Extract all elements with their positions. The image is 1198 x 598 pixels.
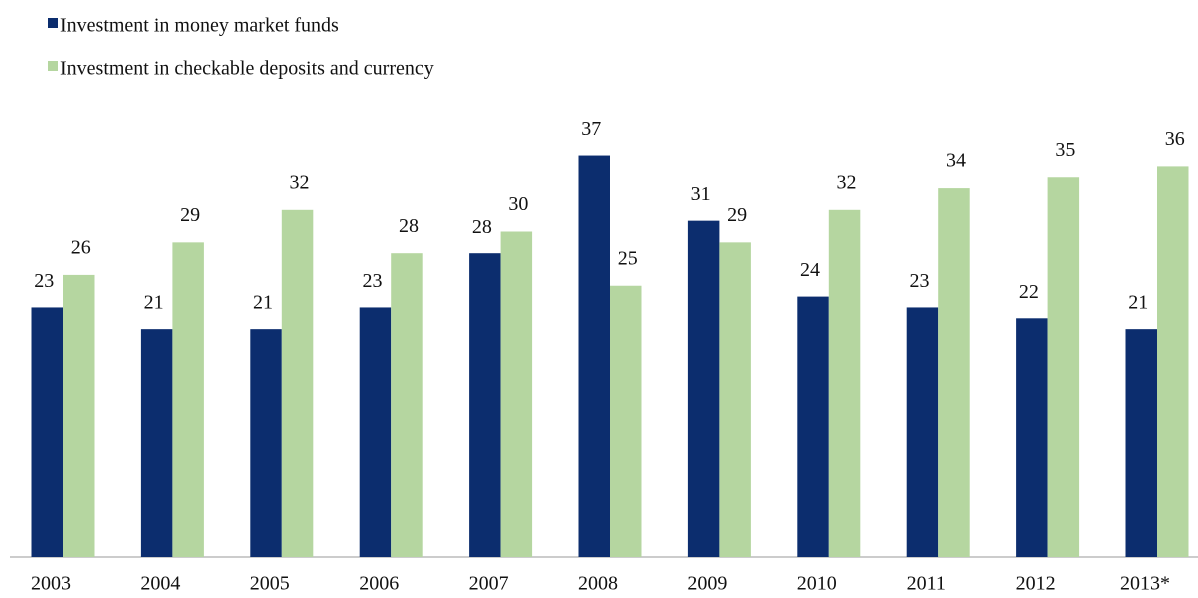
data-label: 28: [399, 215, 419, 237]
data-label: 23: [909, 270, 929, 292]
x-tick-label: 2004: [140, 573, 180, 595]
x-tick-label: 2010: [797, 573, 837, 595]
data-label: 37: [581, 118, 601, 140]
x-tick-label: 2009: [687, 573, 727, 595]
bar: [719, 242, 751, 557]
x-tick-label: 2005: [250, 573, 290, 595]
data-label: 24: [800, 259, 820, 281]
bar: [500, 231, 533, 557]
data-label: 29: [727, 204, 747, 226]
data-label: 21: [144, 292, 164, 314]
bar: [938, 188, 970, 557]
bar: [31, 307, 63, 557]
data-label: 25: [618, 247, 638, 269]
x-tick-label: 2012: [1016, 573, 1056, 595]
data-label: 35: [1055, 139, 1075, 161]
data-label: 36: [1165, 128, 1185, 150]
bar: [391, 253, 423, 557]
bar: [1157, 166, 1189, 557]
data-label: 30: [508, 193, 528, 215]
data-label: 23: [34, 270, 54, 292]
bar: [281, 209, 314, 558]
data-label: 21: [1128, 292, 1148, 314]
bar: [687, 220, 720, 557]
x-tick-label: 2006: [359, 573, 399, 595]
data-label: 29: [180, 204, 200, 226]
data-label: 32: [290, 171, 310, 193]
data-label: 23: [362, 270, 382, 292]
legend-swatch: [48, 61, 58, 71]
x-tick-label: 2013*: [1120, 573, 1170, 595]
bar: [610, 285, 642, 557]
bar: [250, 329, 282, 557]
legend-swatch: [48, 18, 58, 28]
bar: [1047, 177, 1080, 557]
data-label: 34: [946, 150, 966, 172]
bar: [140, 329, 173, 557]
bar: [906, 307, 939, 557]
bar: [172, 242, 204, 557]
data-label: 26: [71, 236, 91, 258]
data-label: 32: [837, 171, 857, 193]
bar: [1016, 318, 1048, 557]
data-label: 28: [472, 216, 492, 238]
bar: [578, 155, 610, 558]
bar: [828, 209, 861, 558]
bar: [469, 253, 501, 557]
bar: [63, 274, 95, 557]
data-label: 21: [253, 292, 273, 314]
bar: [1125, 329, 1157, 557]
x-tick-label: 2007: [469, 573, 509, 595]
bar: [359, 307, 392, 557]
x-tick-label: 2008: [578, 573, 618, 595]
data-label: 22: [1019, 281, 1039, 303]
legend-label: Investment in checkable deposits and cur…: [60, 58, 434, 80]
bar: [797, 296, 829, 557]
x-tick-label: 2003: [31, 573, 71, 595]
x-tick-label: 2011: [907, 573, 946, 595]
legend-label: Investment in money market funds: [60, 15, 339, 37]
data-label: 31: [691, 183, 711, 205]
